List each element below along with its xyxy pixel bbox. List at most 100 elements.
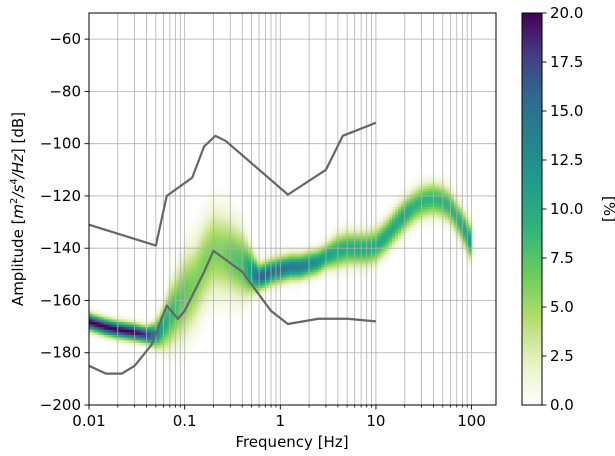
heatmap-cell (150, 318, 155, 322)
heatmap-cell (174, 266, 178, 270)
heatmap-cell (156, 337, 161, 341)
heatmap-cell (456, 203, 461, 207)
heatmap-cell (303, 276, 308, 281)
heatmap-cell (421, 206, 426, 210)
heatmap-cell (339, 253, 343, 257)
heatmap-cell (303, 269, 308, 273)
heatmap-cell (395, 229, 399, 234)
heatmap-cell (292, 271, 296, 275)
heatmap-cell (395, 222, 399, 226)
heatmap-cell (403, 229, 408, 234)
heatmap-cell (448, 188, 452, 192)
heatmap-cell (283, 284, 287, 288)
heatmap-cell (189, 242, 193, 247)
heatmap-cell (371, 263, 376, 268)
heatmap-cell (456, 232, 461, 236)
heatmap-cell (283, 261, 287, 265)
heatmap-cell (242, 240, 246, 244)
heatmap-cell (239, 248, 243, 252)
heatmap-cell (180, 334, 184, 338)
heatmap-cell (203, 313, 208, 317)
heatmap-cell (380, 211, 384, 215)
heatmap-cell (106, 318, 111, 322)
heatmap-cell (230, 271, 234, 275)
heatmap-cell (200, 326, 205, 330)
heatmap-cell (171, 318, 175, 322)
heatmap-cell (174, 303, 178, 307)
heatmap-cell (227, 308, 231, 312)
heatmap-cell (150, 352, 155, 356)
heatmap-cell (424, 216, 429, 221)
heatmap-cell (165, 334, 170, 338)
heatmap-cell (283, 245, 287, 249)
heatmap-cell (212, 292, 217, 296)
heatmap-cell (215, 193, 220, 197)
heatmap-cell (212, 276, 217, 281)
heatmap-cell (94, 337, 99, 341)
heatmap-cell (162, 305, 167, 309)
heatmap-cell (289, 261, 293, 265)
y-tick-label: −60 (49, 30, 81, 48)
heatmap-cell (459, 214, 464, 218)
heatmap-cell (197, 313, 202, 317)
heatmap-cell (221, 227, 225, 231)
heatmap-cell (194, 290, 199, 294)
heatmap-cell (150, 329, 155, 333)
heatmap-cell (159, 339, 164, 343)
heatmap-cell (342, 263, 346, 268)
heatmap-cell (318, 263, 323, 268)
heatmap-cell (321, 250, 326, 255)
heatmap-cell (380, 216, 384, 221)
heatmap-cell (271, 287, 275, 291)
heatmap-cell (162, 350, 167, 354)
heatmap-cell (203, 219, 208, 223)
heatmap-cell (356, 240, 361, 244)
heatmap-cell (174, 269, 178, 273)
heatmap-cell (121, 321, 125, 325)
heatmap-cell (280, 274, 284, 278)
heatmap-cell (218, 256, 223, 260)
heatmap-cell (236, 240, 240, 244)
heatmap-cell (353, 235, 358, 239)
heatmap-cell (439, 193, 443, 197)
heatmap-cell (197, 269, 202, 273)
heatmap-cell (398, 190, 402, 194)
heatmap-cell (427, 195, 431, 200)
heatmap-cell (253, 297, 258, 302)
heatmap-cell (333, 242, 337, 247)
heatmap-cell (265, 258, 270, 262)
heatmap-cell (318, 279, 323, 283)
heatmap-cell (186, 355, 190, 359)
heatmap-cell (424, 188, 429, 192)
heatmap-cell (221, 313, 225, 317)
heatmap-cell (412, 195, 417, 200)
heatmap-cell (244, 282, 249, 286)
heatmap-cell (459, 224, 464, 228)
heatmap-cell (118, 318, 122, 322)
heatmap-cell (395, 211, 399, 215)
heatmap-cell (415, 222, 420, 226)
heatmap-cell (292, 279, 296, 283)
heatmap-cell (342, 261, 346, 265)
heatmap-cell (136, 334, 140, 338)
heatmap-cell (353, 250, 358, 255)
heatmap-cell (209, 258, 214, 262)
heatmap-cell (200, 310, 205, 315)
heatmap-cell (286, 269, 290, 273)
heatmap-cell (350, 229, 355, 234)
heatmap-cell (192, 229, 196, 234)
heatmap-cell (300, 261, 305, 265)
heatmap-cell (200, 216, 205, 221)
heatmap-cell (227, 269, 231, 273)
heatmap-cell (236, 229, 240, 234)
heatmap-cell (406, 198, 411, 202)
heatmap-cell (130, 321, 134, 325)
heatmap-cell (415, 214, 420, 218)
heatmap-cell (159, 357, 164, 362)
heatmap-cell (206, 248, 211, 252)
heatmap-cell (371, 258, 376, 262)
heatmap-cell (400, 242, 405, 247)
heatmap-cell (392, 235, 396, 239)
heatmap-cell (174, 295, 178, 299)
heatmap-cell (139, 334, 143, 338)
